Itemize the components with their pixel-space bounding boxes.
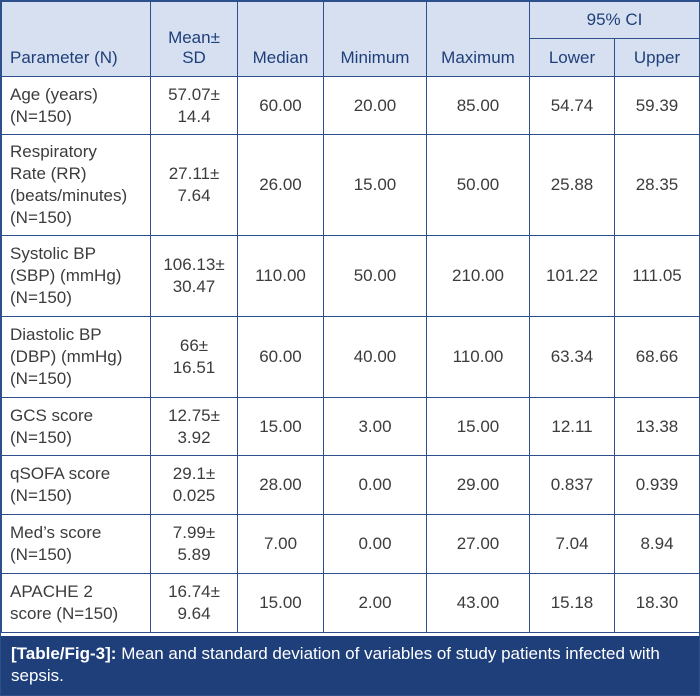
cell-mean-sd: 66± 16.51: [150, 316, 238, 398]
cell-lower: 25.88: [529, 134, 615, 236]
cell-parameter: Med’s score (N=150): [1, 514, 151, 574]
cell-median: 15.00: [237, 573, 324, 633]
cell-lower: 7.04: [529, 514, 615, 574]
cell-mean-sd: 27.11± 7.64: [150, 134, 238, 236]
header-ci-group: 95% CI: [529, 1, 700, 39]
cell-median: 7.00: [237, 514, 324, 574]
cell-parameter: Diastolic BP (DBP) (mmHg) (N=150): [1, 316, 151, 398]
cell-mean-sd: 16.74± 9.64: [150, 573, 238, 633]
cell-maximum: 29.00: [426, 455, 530, 515]
header-median: Median: [237, 1, 324, 77]
cell-lower: 12.11: [529, 397, 615, 456]
table-row: Systolic BP (SBP) (mmHg) (N=150) 106.13± 30…: [1, 235, 700, 317]
cell-minimum: 0.00: [323, 455, 427, 515]
cell-minimum: 2.00: [323, 573, 427, 633]
header-parameter: Parameter (N): [1, 1, 151, 77]
cell-median: 60.00: [237, 76, 324, 135]
cell-upper: 28.35: [614, 134, 700, 236]
cell-lower: 15.18: [529, 573, 615, 633]
cell-mean-sd: 57.07± 14.4: [150, 76, 238, 135]
cell-parameter: Systolic BP (SBP) (mmHg) (N=150): [1, 235, 151, 317]
cell-upper: 68.66: [614, 316, 700, 398]
cell-parameter: Age (years) (N=150): [1, 76, 151, 135]
header-minimum: Minimum: [323, 1, 427, 77]
table-row: Med’s score (N=150) 7.99± 5.89 7.00 0.00 2…: [1, 514, 700, 574]
table-row: APACHE 2 score (N=150) 16.74± 9.64 15.00 2…: [1, 573, 700, 633]
cell-mean-sd: 7.99± 5.89: [150, 514, 238, 574]
cell-maximum: 15.00: [426, 397, 530, 456]
cell-median: 28.00: [237, 455, 324, 515]
header-sd-line: SD: [182, 48, 206, 67]
cell-upper: 13.38: [614, 397, 700, 456]
cell-parameter: GCS score (N=150): [1, 397, 151, 456]
cell-upper: 8.94: [614, 514, 700, 574]
cell-minimum: 3.00: [323, 397, 427, 456]
statistics-table: Parameter (N) Mean± SD Median Minimum Ma…: [1, 1, 700, 633]
cell-maximum: 110.00: [426, 316, 530, 398]
cell-lower: 0.837: [529, 455, 615, 515]
caption-text: Mean and standard deviation of variables…: [11, 644, 660, 685]
cell-maximum: 210.00: [426, 235, 530, 317]
cell-upper: 18.30: [614, 573, 700, 633]
caption-label: [Table/Fig-3]:: [11, 644, 117, 663]
cell-median: 15.00: [237, 397, 324, 456]
cell-median: 110.00: [237, 235, 324, 317]
header-mean-sd: Mean± SD: [150, 1, 238, 77]
cell-mean-sd: 12.75± 3.92: [150, 397, 238, 456]
cell-lower: 101.22: [529, 235, 615, 317]
table-row: Age (years) (N=150) 57.07± 14.4 60.00 20.0…: [1, 76, 700, 135]
header-lower: Lower: [529, 38, 615, 77]
cell-upper: 111.05: [614, 235, 700, 317]
header-mean-line: Mean±: [168, 28, 220, 47]
header-maximum: Maximum: [426, 1, 530, 77]
table-row: GCS score (N=150) 12.75± 3.92 15.00 3.00 1…: [1, 397, 700, 456]
cell-parameter: qSOFA score (N=150): [1, 455, 151, 515]
cell-lower: 54.74: [529, 76, 615, 135]
cell-minimum: 50.00: [323, 235, 427, 317]
cell-maximum: 50.00: [426, 134, 530, 236]
cell-parameter: Respiratory Rate (RR) (beats/minutes) (N=15…: [1, 134, 151, 236]
cell-parameter: APACHE 2 score (N=150): [1, 573, 151, 633]
cell-mean-sd: 106.13± 30.47: [150, 235, 238, 317]
cell-maximum: 85.00: [426, 76, 530, 135]
cell-minimum: 0.00: [323, 514, 427, 574]
cell-maximum: 27.00: [426, 514, 530, 574]
cell-upper: 59.39: [614, 76, 700, 135]
cell-lower: 63.34: [529, 316, 615, 398]
cell-mean-sd: 29.1± 0.025: [150, 455, 238, 515]
header-upper: Upper: [614, 38, 700, 77]
cell-median: 60.00: [237, 316, 324, 398]
table-caption: [Table/Fig-3]: Mean and standard deviati…: [1, 636, 699, 695]
cell-maximum: 43.00: [426, 573, 530, 633]
cell-median: 26.00: [237, 134, 324, 236]
cell-minimum: 15.00: [323, 134, 427, 236]
cell-upper: 0.939: [614, 455, 700, 515]
table-row: qSOFA score (N=150) 29.1± 0.025 28.00 0.00…: [1, 455, 700, 515]
cell-minimum: 40.00: [323, 316, 427, 398]
table-row: Respiratory Rate (RR) (beats/minutes) (N=15…: [1, 134, 700, 236]
table-row: Diastolic BP (DBP) (mmHg) (N=150) 66± 16.51…: [1, 316, 700, 398]
cell-minimum: 20.00: [323, 76, 427, 135]
